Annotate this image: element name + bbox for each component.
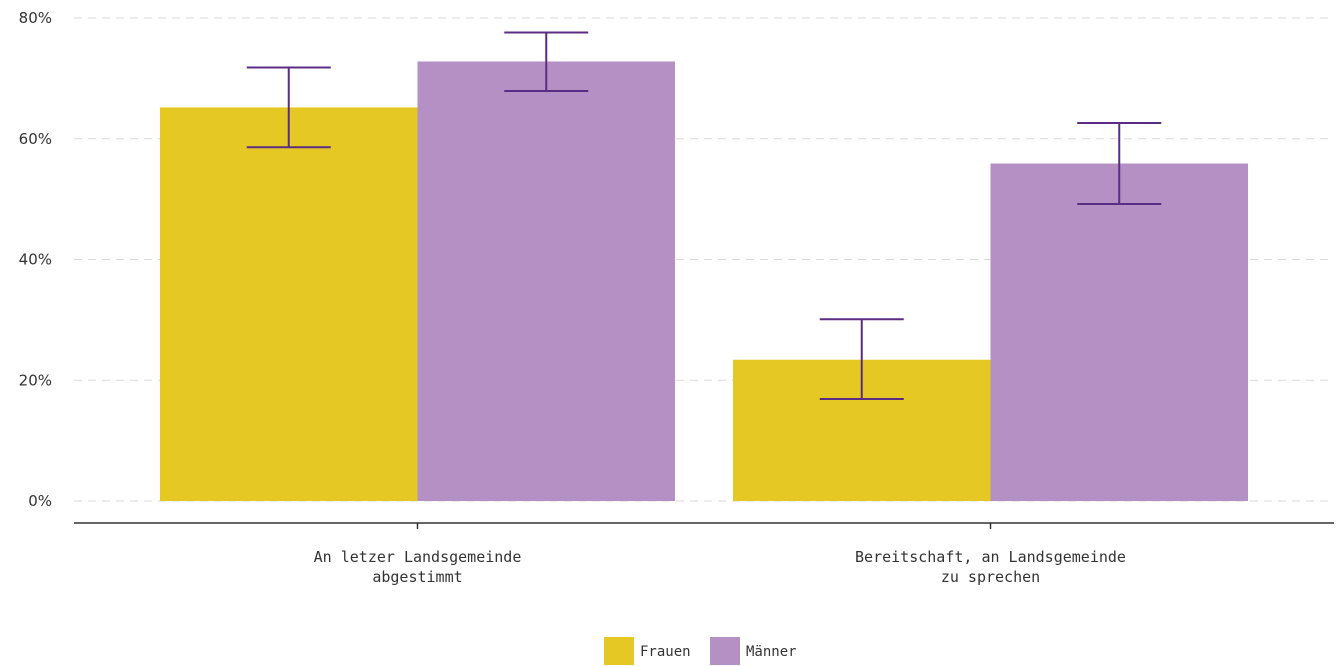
x-tick-label: An letzer Landsgemeinde — [314, 548, 522, 566]
legend-swatch — [710, 637, 740, 665]
y-axis-ticks: 0% 20% 40% 60% 80% — [19, 9, 52, 510]
x-tick-label: zu sprechen — [941, 568, 1040, 586]
bar — [417, 61, 675, 501]
x-axis — [74, 522, 1334, 529]
y-tick-label: 0% — [28, 492, 52, 510]
bar — [160, 107, 418, 501]
y-tick-label: 80% — [19, 9, 52, 27]
x-tick-label: Bereitschaft, an Landsgemeinde — [855, 548, 1126, 566]
error-bars — [246, 31, 1162, 400]
y-tick-label: 40% — [19, 251, 52, 269]
bars — [160, 61, 1248, 501]
y-tick-label: 60% — [19, 130, 52, 148]
legend-swatch — [604, 637, 634, 665]
x-tick-label: abgestimmt — [372, 568, 462, 586]
x-axis-labels: An letzer Landsgemeinde abgestimmt Bereits… — [314, 548, 1126, 586]
bar — [990, 163, 1248, 501]
legend-label: Männer — [746, 644, 797, 660]
legend-label: Frauen — [640, 644, 691, 660]
legend: Frauen Männer — [604, 637, 797, 665]
y-tick-label: 20% — [19, 371, 52, 389]
